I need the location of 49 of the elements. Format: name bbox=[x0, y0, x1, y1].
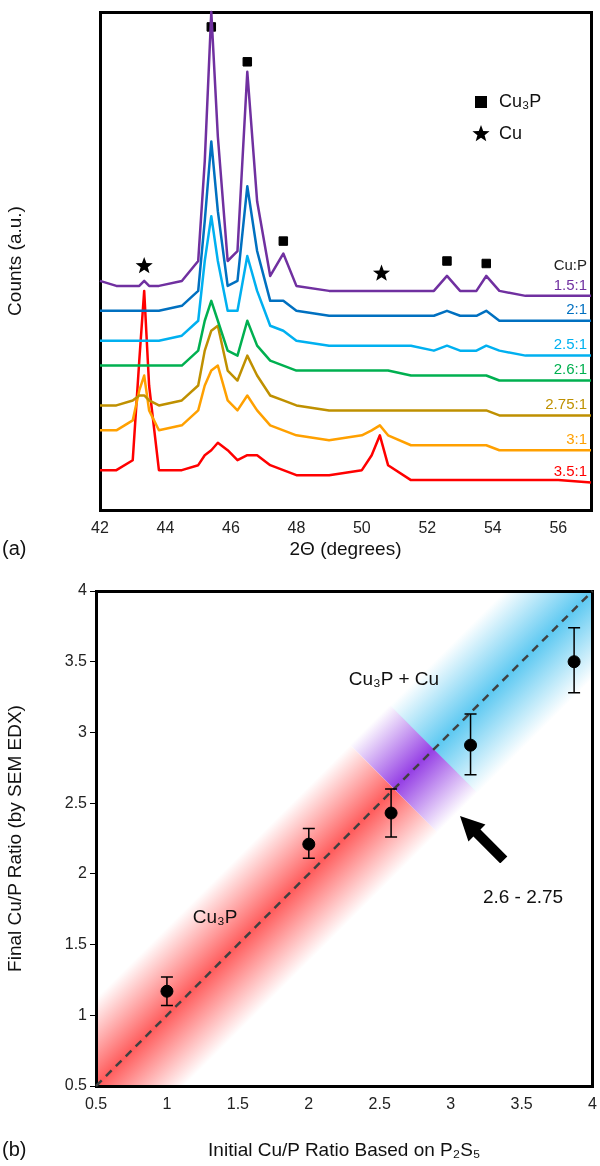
x-tick-label: 2.5 bbox=[368, 1095, 391, 1113]
x-tick-label: 2 bbox=[304, 1095, 314, 1113]
series-label: 1.5:1 bbox=[553, 275, 587, 293]
x-tick-label: 1 bbox=[162, 1095, 172, 1113]
series-label: 2.6:1 bbox=[553, 360, 587, 378]
legend-label: Cu₃P bbox=[499, 90, 542, 111]
series-label: 2.5:1 bbox=[553, 335, 587, 353]
point bbox=[464, 738, 478, 752]
x-axis-title: Initial Cu/P Ratio Based on P₂S₅ bbox=[208, 1138, 481, 1160]
x-tick-label: 42 bbox=[91, 519, 109, 537]
x-tick-label: 3.5 bbox=[510, 1095, 533, 1113]
y-tick-label: 1.5 bbox=[64, 934, 88, 952]
y-tick-label: 3 bbox=[78, 722, 88, 740]
x-tick-label: 3 bbox=[446, 1095, 456, 1113]
series-label: 2.75:1 bbox=[545, 395, 587, 413]
x-tick-label: 56 bbox=[549, 519, 568, 537]
point bbox=[481, 258, 491, 269]
y-axis-title: Counts (a.u.) bbox=[3, 206, 25, 316]
y-tick-label: 2.5 bbox=[64, 793, 88, 811]
x-tick-label: 48 bbox=[287, 519, 306, 537]
x-tick-label: 1.5 bbox=[226, 1095, 250, 1113]
x-tick-label: 44 bbox=[156, 519, 175, 537]
annotation: 2.6 - 2.75 bbox=[482, 886, 564, 908]
x-tick-label: 54 bbox=[483, 519, 502, 537]
y-tick-label: 0.5 bbox=[64, 1076, 88, 1094]
text: (b) bbox=[2, 1138, 27, 1161]
x-tick-label: 50 bbox=[352, 519, 371, 537]
text: (a) bbox=[2, 537, 27, 560]
x-tick-label: 46 bbox=[222, 519, 240, 537]
series-label: 2:1 bbox=[566, 300, 587, 318]
point bbox=[135, 256, 153, 274]
series-label: 3:1 bbox=[566, 429, 587, 447]
series-label: 3.5:1 bbox=[553, 462, 587, 480]
annotation: Cu₃P bbox=[192, 905, 238, 927]
x-axis-title: 2Θ (degrees) bbox=[289, 537, 402, 559]
y-axis-title: Final Cu/P Ratio (by SEM EDX) bbox=[3, 705, 25, 972]
annotation: Cu₃P + Cu bbox=[348, 668, 440, 690]
legend-label: Cu bbox=[499, 122, 523, 143]
y-tick-label: 3.5 bbox=[64, 652, 88, 670]
x-tick-label: 52 bbox=[418, 519, 437, 537]
point bbox=[442, 256, 452, 266]
point bbox=[242, 57, 253, 67]
y-tick-label: 2 bbox=[78, 864, 88, 882]
y-tick-label: 4 bbox=[78, 581, 88, 599]
y-tick-label: 1 bbox=[78, 1005, 88, 1023]
point bbox=[372, 264, 391, 281]
legend-title: Cu:P bbox=[553, 255, 587, 273]
point bbox=[278, 236, 289, 246]
x-tick-label: 4 bbox=[588, 1095, 598, 1113]
